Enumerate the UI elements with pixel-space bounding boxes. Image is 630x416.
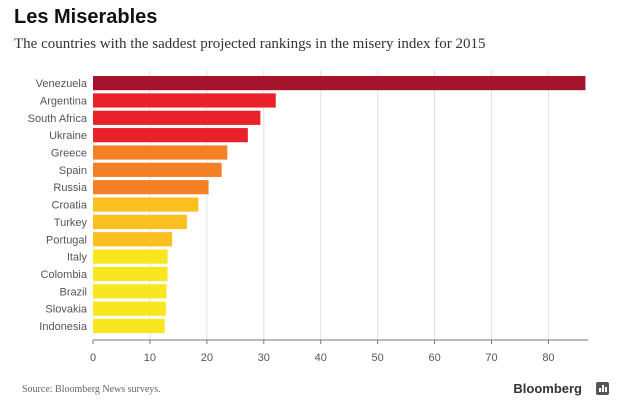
x-tick-label: 40 <box>315 352 327 364</box>
category-label: Colombia <box>41 269 88 281</box>
x-tick-label: 10 <box>144 352 156 364</box>
category-label: Portugal <box>46 234 87 246</box>
category-label: Brazil <box>59 286 87 298</box>
x-tick-label: 70 <box>485 352 497 364</box>
source-note: Source: Bloomberg News surveys. <box>22 384 161 395</box>
bar <box>93 214 187 229</box>
bar <box>93 301 166 316</box>
category-label: Italy <box>67 252 88 264</box>
x-tick-label: 0 <box>90 352 96 364</box>
bar <box>93 266 168 282</box>
bar <box>93 128 248 143</box>
category-label: Spain <box>59 165 87 177</box>
bar <box>93 180 209 195</box>
chart-subtitle: The countries with the saddest projected… <box>14 36 486 52</box>
category-label: Argentina <box>40 95 88 107</box>
bar <box>93 232 173 247</box>
bar <box>93 318 165 334</box>
category-label: Slovakia <box>45 304 87 316</box>
bar-chart: Venezuela Argentina South Africa Ukraine Gre… <box>28 70 589 364</box>
bar <box>93 93 276 108</box>
category-label: Russia <box>53 182 88 194</box>
bar <box>93 249 168 264</box>
bar <box>93 110 261 125</box>
x-tick-label: 30 <box>258 352 270 364</box>
category-label: South Africa <box>28 113 88 125</box>
x-tick-label: 80 <box>542 352 554 364</box>
x-tick-label: 60 <box>428 352 440 364</box>
brand-wordmark: Bloomberg <box>513 381 582 396</box>
bar <box>93 197 199 212</box>
category-label: Croatia <box>52 200 88 212</box>
bar <box>93 145 228 160</box>
bar <box>93 284 167 299</box>
bar <box>93 76 586 91</box>
category-label: Turkey <box>54 217 88 229</box>
category-label: Greece <box>51 148 87 160</box>
chart-title: Les Miserables <box>14 6 158 28</box>
bloomberg-chart-icon <box>596 382 609 395</box>
bar <box>93 162 222 177</box>
category-label: Venezuela <box>36 78 88 90</box>
x-tick-label: 20 <box>201 352 213 364</box>
category-label: Ukraine <box>49 130 87 142</box>
category-label: Indonesia <box>39 321 88 333</box>
x-tick-label: 50 <box>372 352 384 364</box>
